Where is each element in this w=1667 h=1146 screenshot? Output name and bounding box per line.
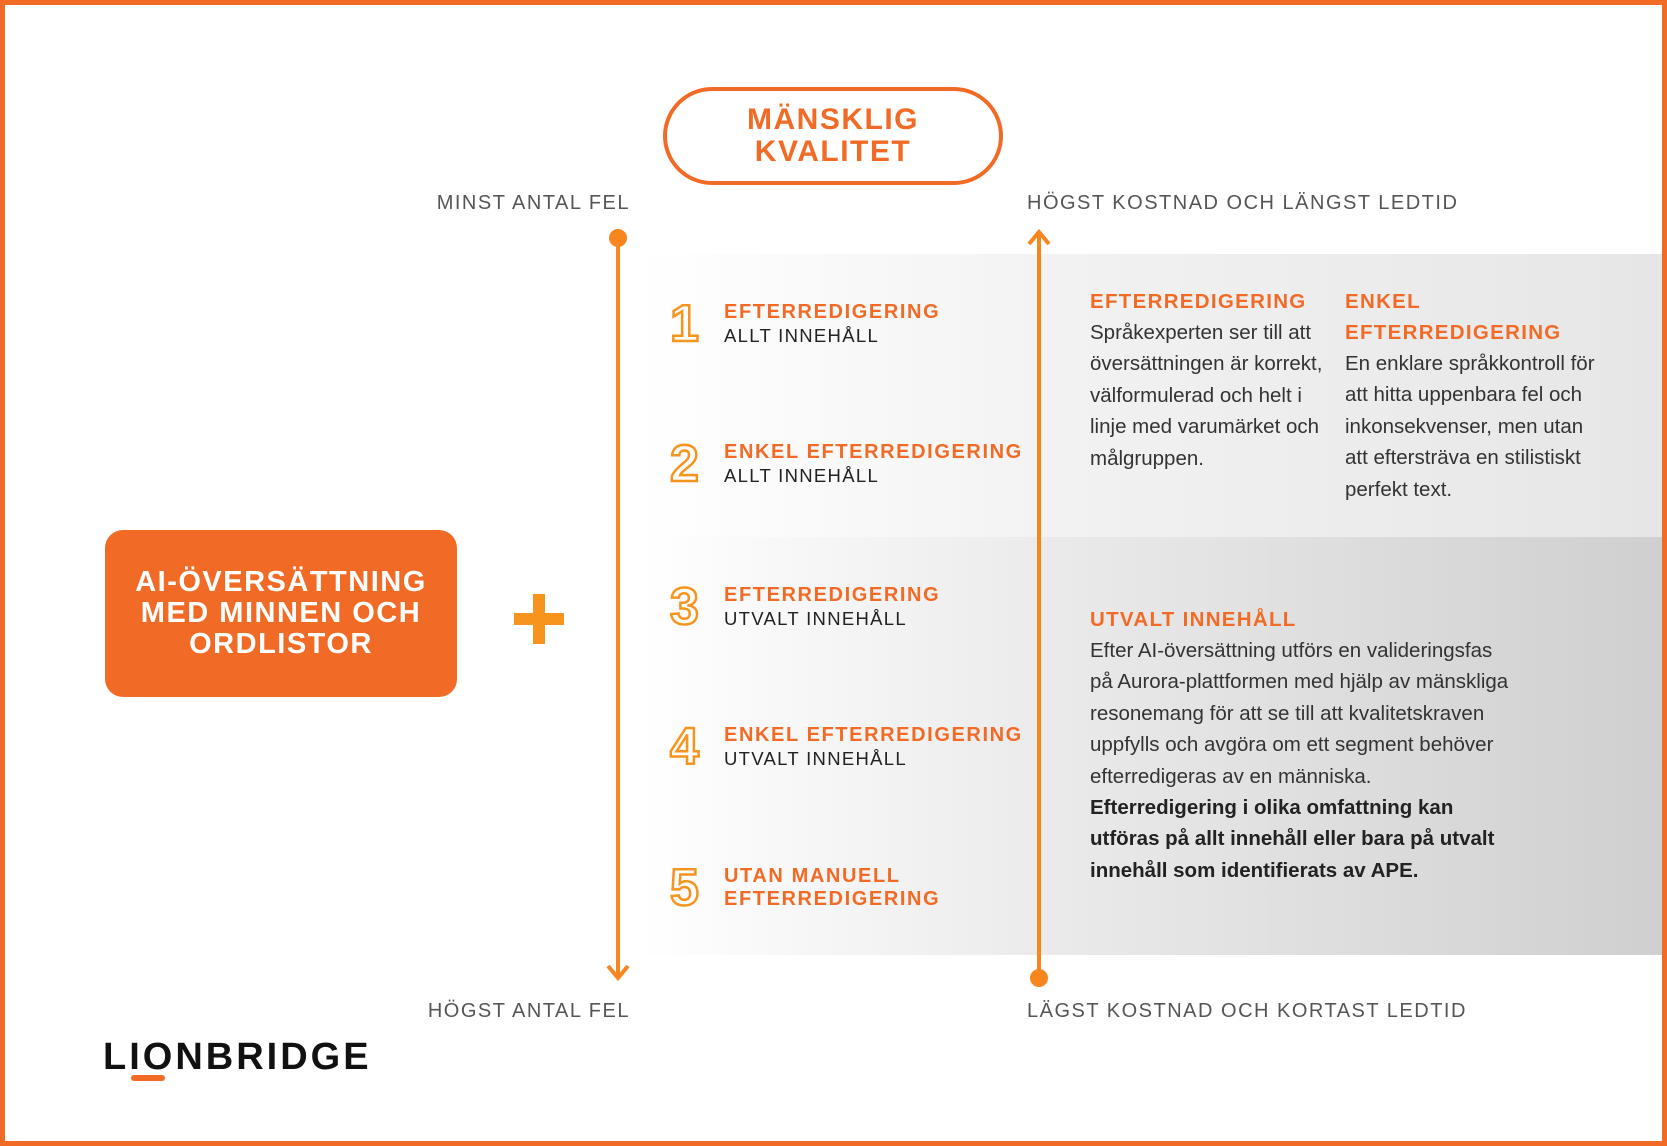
ai-line: AI-ÖVERSÄTTNING [135, 566, 427, 598]
desc-text: Språkexperten ser till att översättninge… [1090, 321, 1323, 470]
title-line: MÄNSKLIG [747, 103, 919, 136]
level-title: UTAN MANUELL [724, 865, 901, 887]
cost-axis-line [1037, 232, 1041, 976]
level-5: 5 UTAN MANUELL EFTERREDIGERING [669, 859, 941, 917]
level-sub: ALLT INNEHÅLL [724, 465, 880, 486]
ai-line: MED MINNEN OCH [140, 597, 422, 629]
level-number: 3 [669, 578, 700, 636]
desc-title: UTVALT INNEHÅLL [1090, 608, 1297, 631]
desc-title: EFTERREDIGERING [1090, 290, 1307, 313]
level-number: 2 [669, 435, 700, 493]
desc-bold-text: Efterredigering i olika omfattning kan u… [1090, 796, 1495, 882]
level-title: ENKEL EFTERREDIGERING [724, 441, 1023, 463]
level-4: 4 ENKEL EFTERREDIGERING UTVALT INNEHÅLL [669, 718, 1023, 776]
error-axis-line [616, 238, 620, 978]
level-sub: ALLT INNEHÅLL [724, 325, 880, 346]
desc-light-edit: ENKEL EFTERREDIGERING En enklare språkkon… [1345, 286, 1610, 505]
band-selected-content [638, 537, 1667, 955]
level-number: 1 [669, 295, 700, 353]
lionbridge-logo: LIONBRIDGE [103, 1036, 372, 1078]
ai-line: ORDLISTOR [189, 628, 373, 660]
desc-text: Efter AI-översättning utförs en valideri… [1090, 639, 1509, 788]
desc-text: En enklare språkkontroll för att hitta u… [1345, 352, 1595, 501]
level-title: EFTERREDIGERING [724, 301, 941, 323]
label-fewest-errors: MINST ANTAL FEL [436, 192, 630, 214]
level-2: 2 ENKEL EFTERREDIGERING ALLT INNEHÅLL [669, 435, 1023, 493]
label-highest-cost: HÖGST KOSTNAD OCH LÄNGST LEDTID [1027, 192, 1459, 214]
label-lowest-cost: LÄGST KOSTNAD OCH KORTAST LEDTID [1027, 1000, 1467, 1022]
logo-underline [131, 1075, 165, 1081]
plus-icon [514, 594, 564, 644]
cost-axis-dot [1030, 969, 1048, 987]
level-number: 4 [669, 718, 700, 776]
human-quality-pill: MÄNSKLIG KVALITET [663, 87, 1003, 185]
label-most-errors: HÖGST ANTAL FEL [427, 1000, 630, 1022]
desc-selected: UTVALT INNEHÅLL Efter AI-översättning utf… [1090, 604, 1515, 886]
level-sub: UTVALT INNEHÅLL [724, 608, 907, 629]
level-sub: UTVALT INNEHÅLL [724, 748, 907, 769]
band-full-content [638, 254, 1667, 537]
ai-translation-box: AI-ÖVERSÄTTNING MED MINNEN OCH ORDLISTOR [105, 530, 457, 697]
level-title: ENKEL EFTERREDIGERING [724, 724, 1023, 746]
level-sub: EFTERREDIGERING [724, 888, 941, 910]
level-1: 1 EFTERREDIGERING ALLT INNEHÅLL [669, 295, 941, 353]
desc-post-edit: EFTERREDIGERING Språkexperten ser till at… [1090, 286, 1328, 474]
arrow-down-icon [606, 964, 630, 982]
level-3: 3 EFTERREDIGERING UTVALT INNEHÅLL [669, 578, 941, 636]
desc-title: ENKEL EFTERREDIGERING [1345, 290, 1562, 344]
level-number: 5 [669, 859, 700, 917]
level-title: EFTERREDIGERING [724, 584, 941, 606]
title-line: KVALITET [754, 135, 912, 168]
